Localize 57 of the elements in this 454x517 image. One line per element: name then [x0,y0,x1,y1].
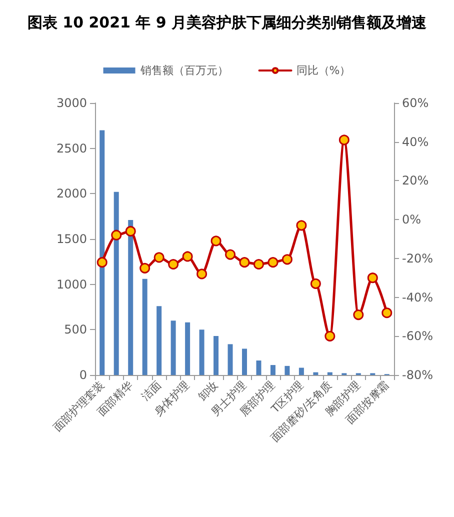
y2-tick-label: -60% [402,329,434,344]
point [324,330,336,342]
bar [256,360,262,375]
bar [298,368,304,375]
point [168,259,179,270]
bar [327,372,332,375]
bar [313,372,318,375]
point [367,272,378,284]
y-tick-label: 3000 [56,96,87,110]
bar [199,330,204,375]
point [353,310,364,320]
point [282,254,292,265]
bar [114,192,119,375]
y-tick-label: 1500 [56,232,87,246]
legend-label: 销售额（百万元） [139,64,228,77]
bar [284,366,290,375]
point [268,257,278,268]
point [310,278,321,289]
bar [156,306,162,375]
y2-tick-label: -20% [402,251,434,266]
point [182,251,193,262]
point [253,259,264,270]
bar [185,322,190,375]
y2-tick-label: -80% [402,368,434,382]
y-tick-label: 0 [79,368,87,382]
bar [170,320,176,375]
y2-tick-label: 0% [402,212,422,227]
point [154,252,164,263]
bar [142,278,148,375]
point [96,257,108,268]
y-tick-label: 2000 [56,186,87,201]
bar [242,348,247,375]
point [296,220,307,231]
point [338,134,350,146]
bar [100,130,105,375]
y2-tick-label: 40% [402,134,429,149]
legend-label: 同比（%） [296,64,351,77]
bar [228,344,233,375]
point [210,236,222,246]
point [111,230,122,240]
chart-title: 图表 10 2021 年 9 月美容护肤下属细分类别销售额及增速 [27,14,428,32]
point [239,257,250,268]
point [382,308,392,318]
point [196,268,208,280]
y-tick-label: 500 [64,322,87,337]
x-tick-label: 卸妆 [196,378,221,404]
point [140,262,150,274]
point [125,226,136,236]
y-tick-label: 1000 [56,277,87,292]
bar [214,336,219,375]
bar [270,365,276,375]
y2-tick-label: 20% [402,174,429,188]
bar [128,220,134,375]
point [225,249,236,260]
y-tick-label: 2500 [56,141,87,156]
y2-tick-label: 60% [402,96,429,110]
y2-tick-label: -40% [402,290,434,304]
